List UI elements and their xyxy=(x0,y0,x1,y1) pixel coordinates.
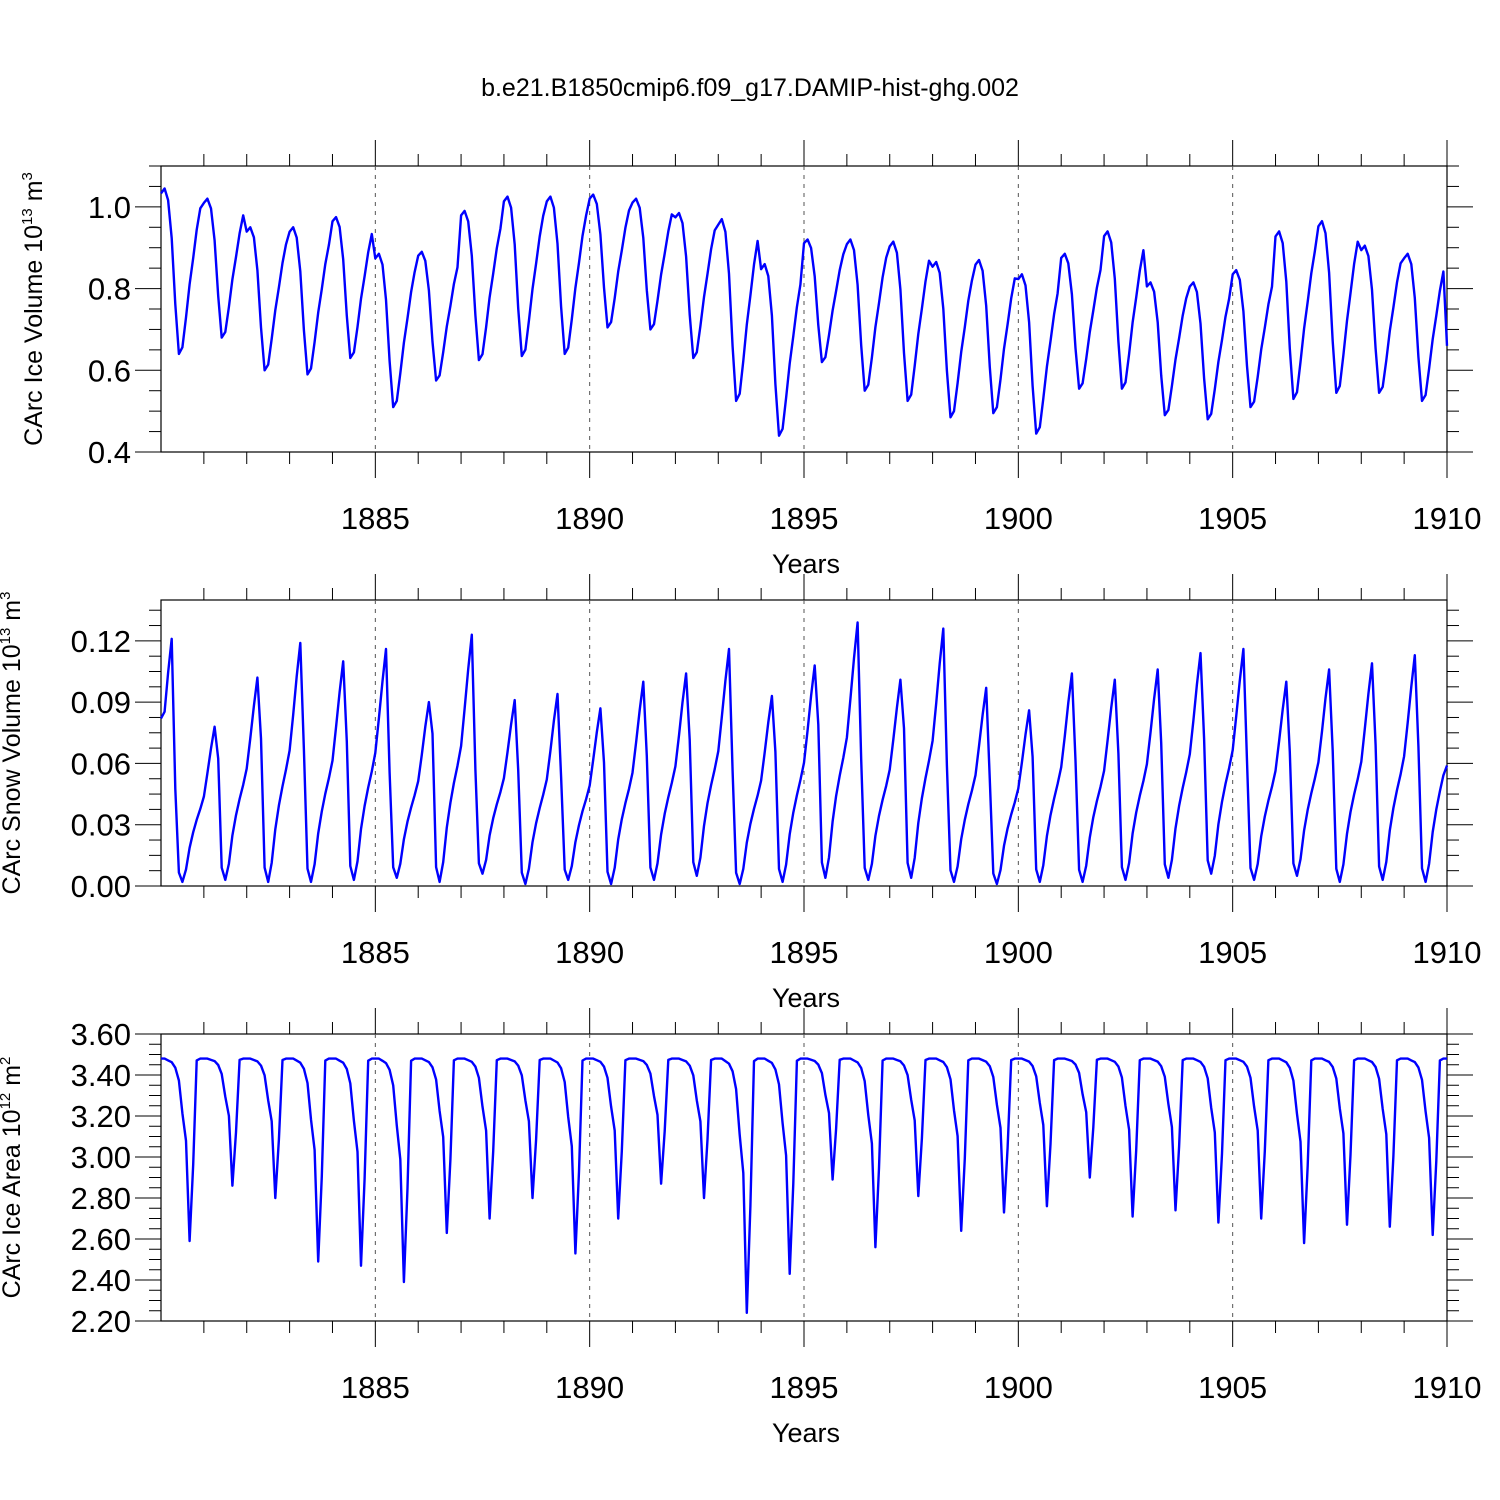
y-axis-label-main: CArc Ice Volume 10 xyxy=(20,225,48,446)
y-axis-label-unit: m xyxy=(20,180,48,208)
panel-ice-volume: 1885 1890 1895 1900 1905 1910 0.4 0.6 0.8 1.0 Year… xyxy=(19,140,1481,579)
y-axis-label-exponent: 13 xyxy=(0,628,14,645)
x-axis-label: Years xyxy=(772,1418,840,1448)
x-tick-label: 1890 xyxy=(555,501,624,536)
y-tick-label: 1.0 xyxy=(88,190,131,225)
y-axis-label-unit-exponent: 3 xyxy=(19,172,36,180)
y-tick-label: 2.80 xyxy=(71,1181,131,1216)
x-tick-label: 1910 xyxy=(1413,501,1482,536)
y-axis-label: CArc Snow Volume 1013 m3 xyxy=(0,592,26,895)
y-axis-label-unit: m xyxy=(0,1065,26,1093)
x-tick-label: 1890 xyxy=(555,1370,624,1405)
y-axis-label-main: CArc Snow Volume 10 xyxy=(0,644,26,894)
y-tick-label: 0.03 xyxy=(71,808,131,843)
y-tick-label: 3.60 xyxy=(71,1017,131,1052)
x-tick-label: 1900 xyxy=(984,1370,1053,1405)
x-tick-label: 1910 xyxy=(1413,935,1482,970)
y-tick-label: 2.60 xyxy=(71,1222,131,1257)
y-tick-label: 3.40 xyxy=(71,1058,131,1093)
panel-snow-volume: 1885 1890 1895 1900 1905 1910 0.00 0.03 0.06 0.09… xyxy=(0,574,1481,1013)
y-tick-label: 0.12 xyxy=(71,624,131,659)
y-tick-label: 0.6 xyxy=(88,353,131,388)
chart-title: b.e21.B1850cmip6.f09_g17.DAMIP-hist-ghg.… xyxy=(481,74,1019,102)
x-tick-label: 1900 xyxy=(984,501,1053,536)
y-tick-label: 2.40 xyxy=(71,1263,131,1298)
y-tick-label: 3.00 xyxy=(71,1140,131,1175)
panel-ice-area: 1885 1890 1895 1900 1905 1910 2.20 2.40 2.60 2.80… xyxy=(0,1008,1481,1448)
y-axis-label-unit-exponent: 3 xyxy=(0,592,14,600)
y-tick-label: 2.20 xyxy=(71,1304,131,1339)
y-axis-label: CArc Ice Volume 1013 m3 xyxy=(19,172,48,446)
x-tick-label: 1895 xyxy=(770,501,839,536)
x-tick-label: 1890 xyxy=(555,935,624,970)
y-axis-label-unit: m xyxy=(0,600,26,628)
y-axis-label-exponent: 13 xyxy=(19,208,36,225)
y-tick-label: 0.8 xyxy=(88,272,131,307)
data-series-line xyxy=(161,1057,1447,1314)
y-tick-label: 0.09 xyxy=(71,685,131,720)
x-tick-label: 1885 xyxy=(341,501,410,536)
y-axis-label: CArc Ice Area 1012 m2 xyxy=(0,1057,26,1299)
y-axis-label-exponent: 12 xyxy=(0,1093,14,1110)
x-tick-label: 1895 xyxy=(770,1370,839,1405)
x-tick-label: 1900 xyxy=(984,935,1053,970)
x-tick-label: 1895 xyxy=(770,935,839,970)
y-tick-label: 3.20 xyxy=(71,1099,131,1134)
x-tick-label: 1885 xyxy=(341,1370,410,1405)
x-tick-label: 1910 xyxy=(1413,1370,1482,1405)
y-axis-label-unit-exponent: 2 xyxy=(0,1057,14,1065)
x-axis-label: Years xyxy=(772,549,840,579)
x-tick-label: 1905 xyxy=(1198,1370,1267,1405)
x-tick-label: 1905 xyxy=(1198,501,1267,536)
y-tick-label: 0.00 xyxy=(71,869,131,904)
data-series-line xyxy=(159,621,1449,886)
x-tick-label: 1885 xyxy=(341,935,410,970)
y-tick-label: 0.4 xyxy=(88,435,131,470)
y-tick-label: 0.06 xyxy=(71,746,131,781)
x-axis-label: Years xyxy=(772,983,840,1013)
data-series-line xyxy=(160,187,1449,437)
y-axis-label-main: CArc Ice Area 10 xyxy=(0,1109,26,1298)
x-tick-label: 1905 xyxy=(1198,935,1267,970)
